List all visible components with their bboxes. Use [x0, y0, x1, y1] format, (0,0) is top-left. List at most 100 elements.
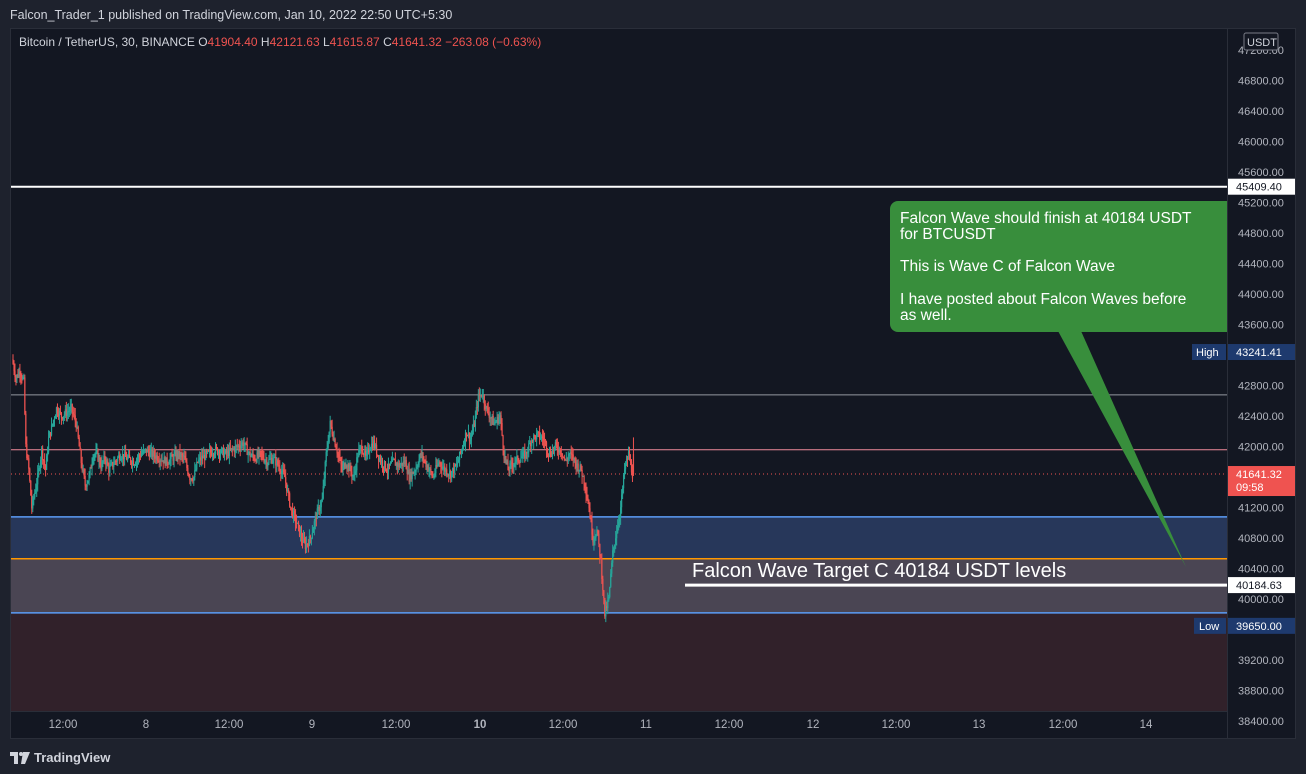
candle [189, 474, 191, 485]
candle-body [216, 448, 219, 454]
candle-body [622, 474, 625, 489]
candle-body [449, 470, 451, 475]
candle [608, 594, 610, 602]
candle [480, 394, 482, 398]
candle-body [78, 437, 80, 447]
chart-frame[interactable]: Falcon Wave Target C 40184 USDT levels Fa… [10, 28, 1296, 739]
candle [227, 444, 229, 459]
candle [451, 470, 453, 483]
candle [621, 485, 624, 500]
candle-body [374, 440, 376, 448]
candle [363, 452, 365, 458]
candle [210, 445, 212, 459]
candle [226, 443, 228, 460]
candle [216, 447, 219, 456]
candle-body [618, 521, 620, 526]
candle [461, 444, 464, 455]
candle [163, 451, 165, 464]
candle-body [332, 434, 334, 440]
currency-badge [1243, 32, 1279, 51]
candle [467, 424, 470, 439]
candle [343, 459, 345, 471]
candle [247, 450, 249, 463]
candle [269, 450, 271, 460]
candle [280, 468, 282, 482]
candle-body [560, 453, 562, 455]
candle-body [253, 456, 255, 460]
candle [388, 463, 391, 470]
candle-body [610, 573, 612, 587]
candle-body [416, 466, 418, 468]
tradingview-logo[interactable]: TradingView [10, 750, 110, 765]
candle-body [326, 447, 328, 452]
candle [197, 461, 199, 464]
price-tick-label: 40800.00 [1238, 533, 1284, 545]
candle-body [427, 465, 429, 471]
time-tick-label: 12:00 [549, 719, 578, 731]
candle-body [282, 469, 284, 472]
candle-body [268, 459, 270, 464]
candle [32, 495, 34, 513]
candle [408, 461, 410, 485]
candle [285, 469, 287, 489]
candle-body [179, 450, 181, 458]
candle [616, 525, 618, 546]
candle [610, 569, 612, 588]
tradingview-logo-icon [10, 751, 30, 764]
candle [334, 437, 336, 448]
price-pane[interactable]: Falcon Wave Target C 40184 USDT levelsFa… [11, 29, 1250, 711]
candle-body [133, 465, 136, 467]
candle [348, 462, 350, 478]
price-axis[interactable]: 47200.0046800.0046400.0046000.0045600.00… [1227, 29, 1296, 739]
legend-h-value: 42121.63 [270, 35, 323, 49]
candle [459, 450, 462, 455]
candle-body [279, 466, 281, 471]
callout[interactable]: Falcon Wave should finish at 40184 USDTf… [890, 201, 1250, 567]
candle [246, 437, 248, 456]
candle [48, 430, 51, 438]
candle [302, 530, 305, 544]
candle-body [100, 464, 102, 469]
red-zone [11, 612, 1227, 711]
candle-body [494, 422, 496, 424]
candle [39, 465, 41, 472]
candle-body [221, 448, 224, 450]
candle-body [483, 395, 485, 405]
candle-body [628, 451, 631, 460]
candle [270, 451, 272, 464]
time-tick-label: 10 [474, 719, 487, 731]
candle [109, 458, 111, 477]
candle-body [98, 457, 100, 461]
candle-body [170, 454, 172, 459]
candle [493, 418, 495, 426]
candle-body [513, 463, 515, 467]
candle-body [303, 538, 306, 542]
ohlc-legend: Bitcoin / TetherUS, 30, BINANCE O41904.4… [19, 35, 541, 49]
candle [393, 458, 395, 461]
candle-body [293, 510, 296, 515]
candle-body [46, 452, 49, 456]
candle [312, 526, 314, 533]
candle-body [539, 431, 541, 439]
candle [400, 456, 402, 469]
btcusdt-chart[interactable]: Falcon Wave Target C 40184 USDT levelsFa… [11, 29, 1296, 739]
candle-body [49, 432, 52, 436]
candle-body [91, 463, 93, 469]
candle-body [522, 452, 524, 457]
candle-body [298, 525, 301, 536]
candle [28, 455, 30, 475]
candle [357, 452, 359, 463]
candle-body [240, 445, 242, 449]
candle [132, 457, 135, 466]
legend-change: −263.08 (−0.63%) [445, 35, 541, 49]
time-axis[interactable]: 12:00 8 12:00 9 12:00 10 12:00 11 12:00 12 12:00 13… [11, 711, 1227, 739]
candle-body [482, 395, 484, 397]
legend-o-label: O [198, 35, 207, 49]
candle [590, 515, 592, 523]
candle-body [178, 450, 180, 457]
candle [214, 442, 217, 459]
candle [27, 454, 29, 461]
candle-body [283, 469, 285, 473]
candle [14, 363, 16, 383]
candle-body [187, 467, 189, 475]
